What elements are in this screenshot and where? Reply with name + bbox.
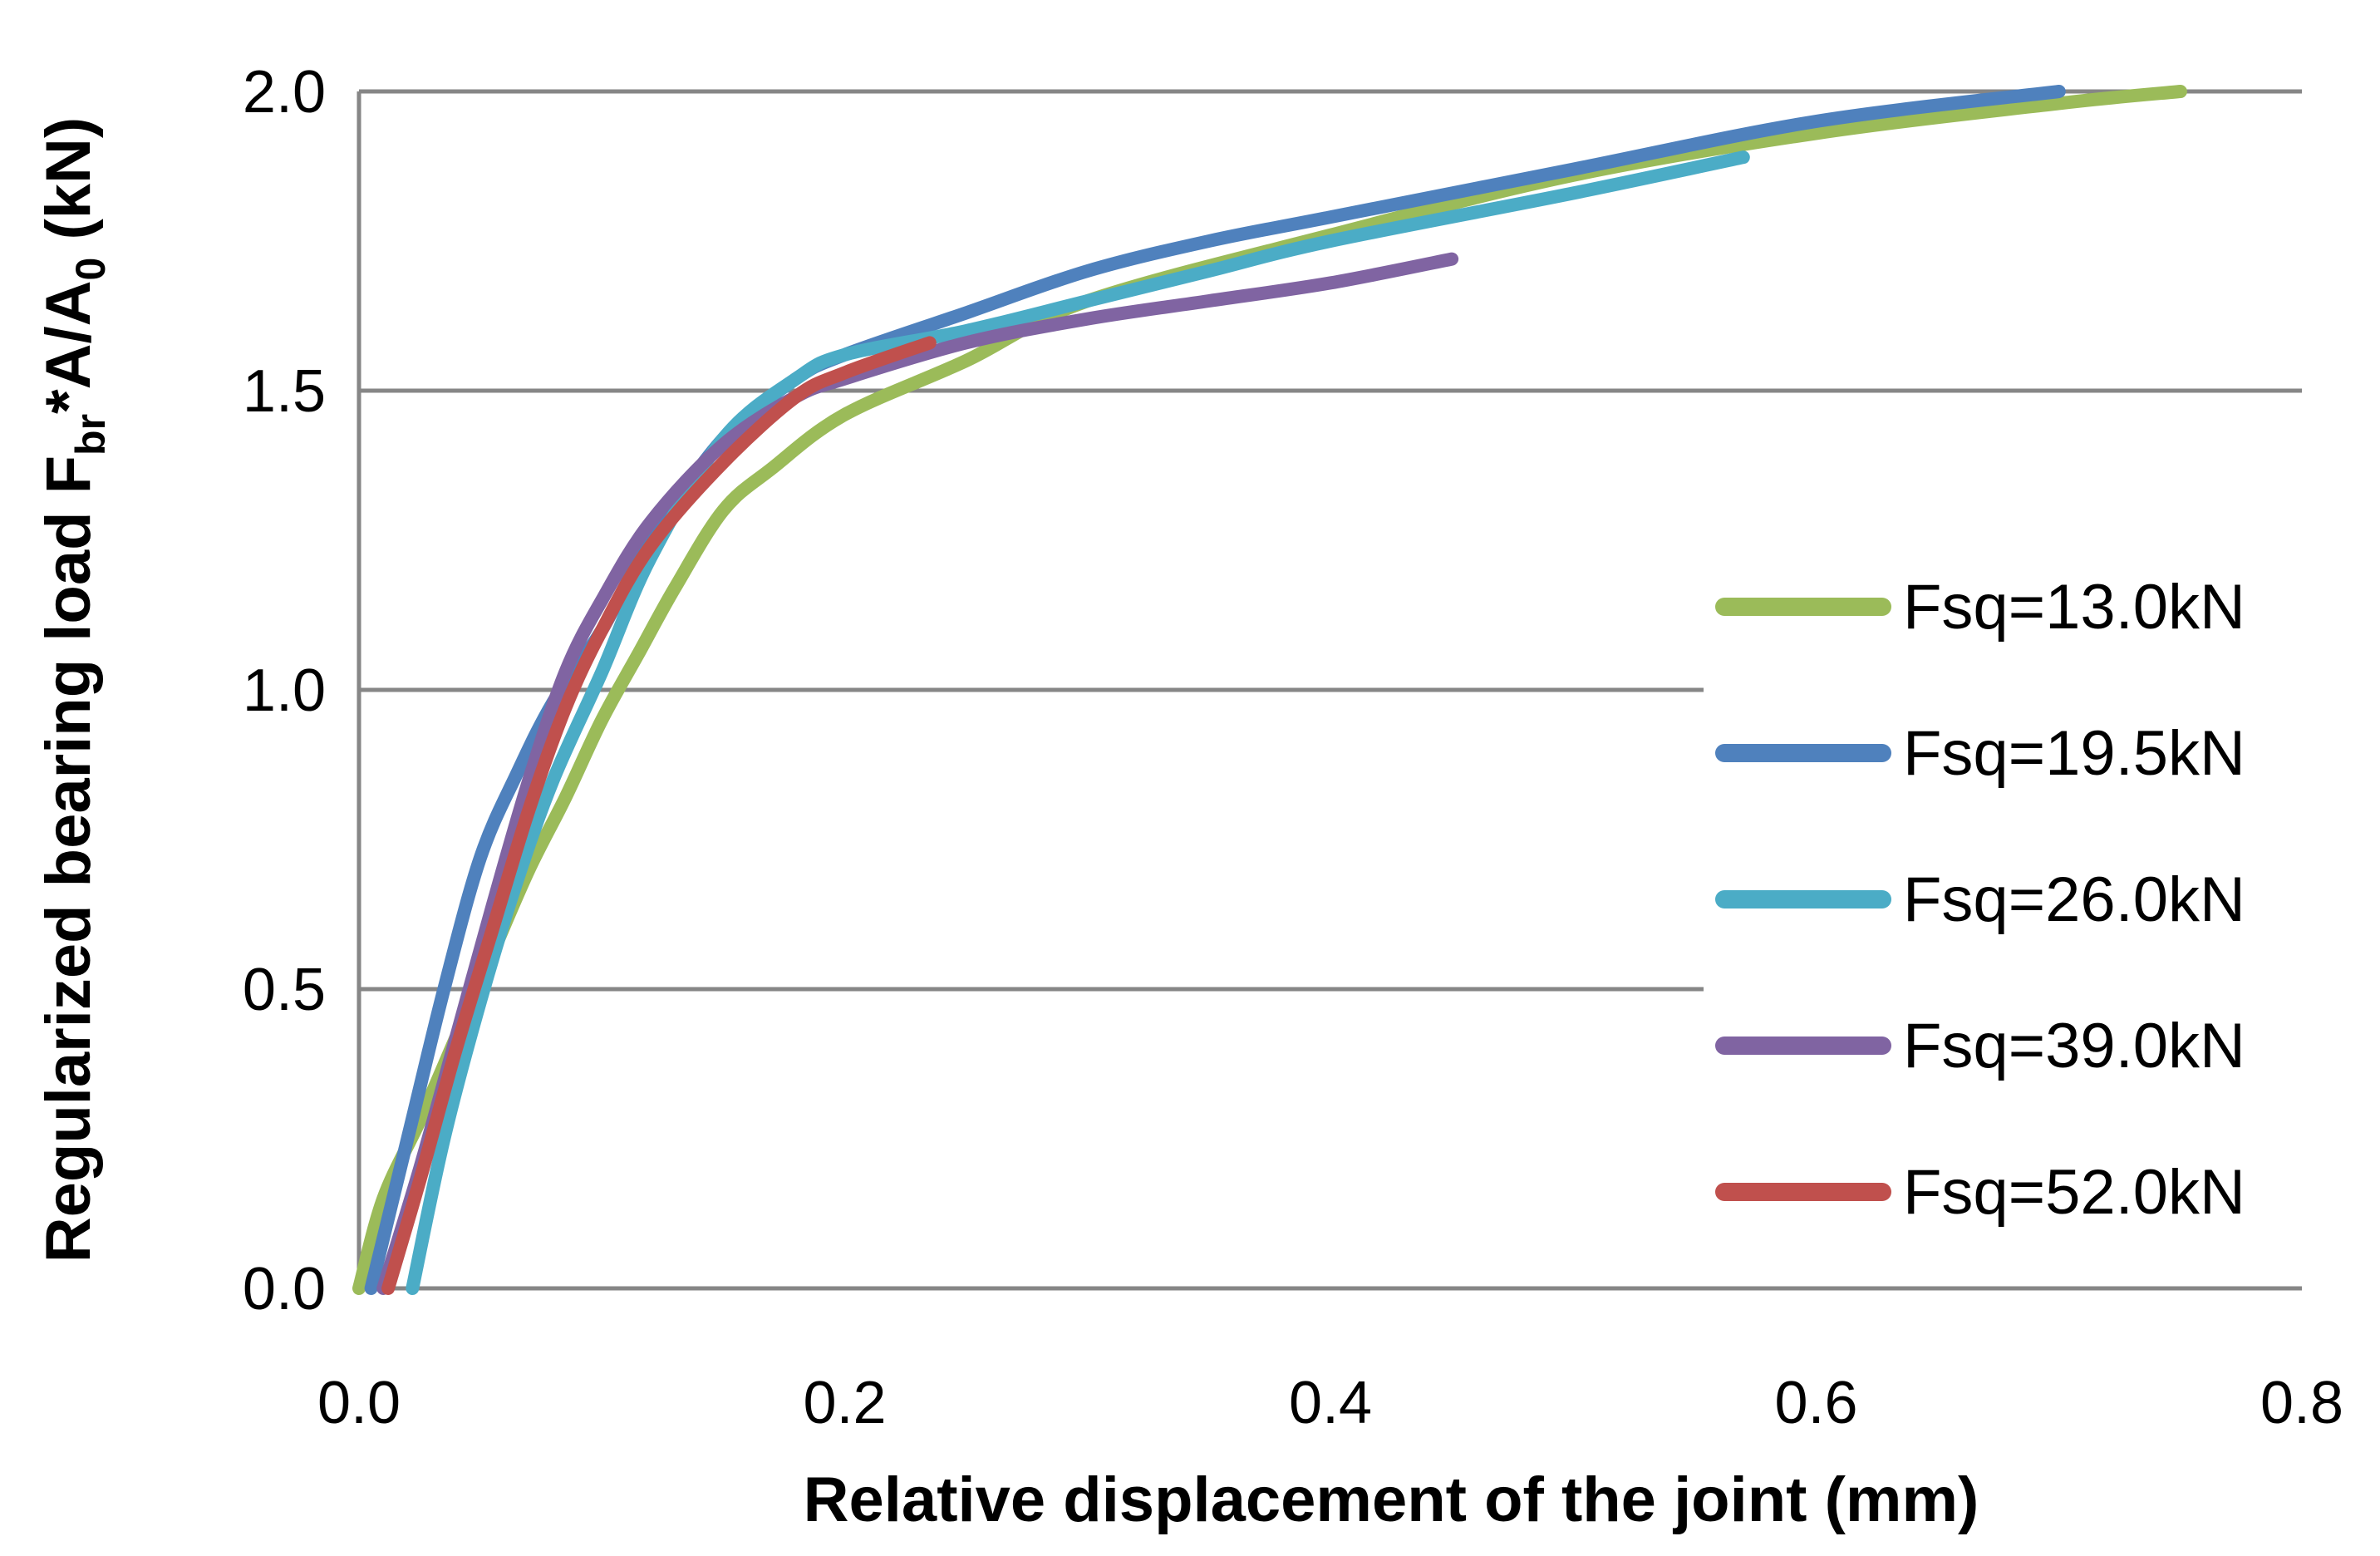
- y-axis-title-main: Regularized bearing load F: [33, 455, 104, 1263]
- y-axis-title-mid: *A/A: [33, 280, 104, 413]
- axes: [357, 91, 2302, 1291]
- series-line-3: [406, 150, 1750, 1295]
- y-tick-label: 1.5: [243, 358, 326, 425]
- series-lines: [352, 85, 2187, 1295]
- legend: Fsq=13.0kN Fsq=19.5kN Fsq=26.0kN Fsq=39.0kN…: [1715, 572, 2245, 1228]
- y-axis-title: Regularized bearing load Fbr*A/A0 (kN): [33, 117, 114, 1263]
- y-axis-title-sub-1: br: [67, 414, 114, 455]
- legend-label-3: Fsq=26.0kN: [1903, 864, 2245, 935]
- x-tick-label: 0.4: [1289, 1370, 1372, 1436]
- x-axis-ticks: 0.0 0.2 0.4 0.6 0.8: [317, 1370, 2343, 1436]
- x-tick-label: 0.8: [2260, 1370, 2343, 1436]
- y-tick-label: 0.5: [243, 957, 326, 1023]
- y-tick-label: 1.0: [243, 657, 326, 724]
- y-axis-ticks: 0.0 0.5 1.0 1.5 2.0: [243, 59, 326, 1322]
- x-tick-label: 0.0: [317, 1370, 401, 1436]
- x-axis-title: Relative displacement of the joint (mm): [804, 1465, 1979, 1535]
- grid-lines: [359, 89, 2302, 992]
- series-line-5: [381, 336, 937, 1295]
- x-tick-label: 0.2: [803, 1370, 886, 1436]
- y-tick-label: 2.0: [243, 59, 326, 126]
- y-axis-title-tail: (kN): [33, 117, 104, 258]
- legend-label-2: Fsq=19.5kN: [1903, 718, 2245, 789]
- y-tick-label: 0.0: [243, 1256, 326, 1322]
- x-tick-label: 0.6: [1774, 1370, 1857, 1436]
- y-axis-title-sub-2: 0: [67, 258, 114, 281]
- legend-label-1: Fsq=13.0kN: [1903, 572, 2245, 643]
- legend-label-4: Fsq=39.0kN: [1903, 1011, 2245, 1081]
- legend-label-5: Fsq=52.0kN: [1903, 1157, 2245, 1228]
